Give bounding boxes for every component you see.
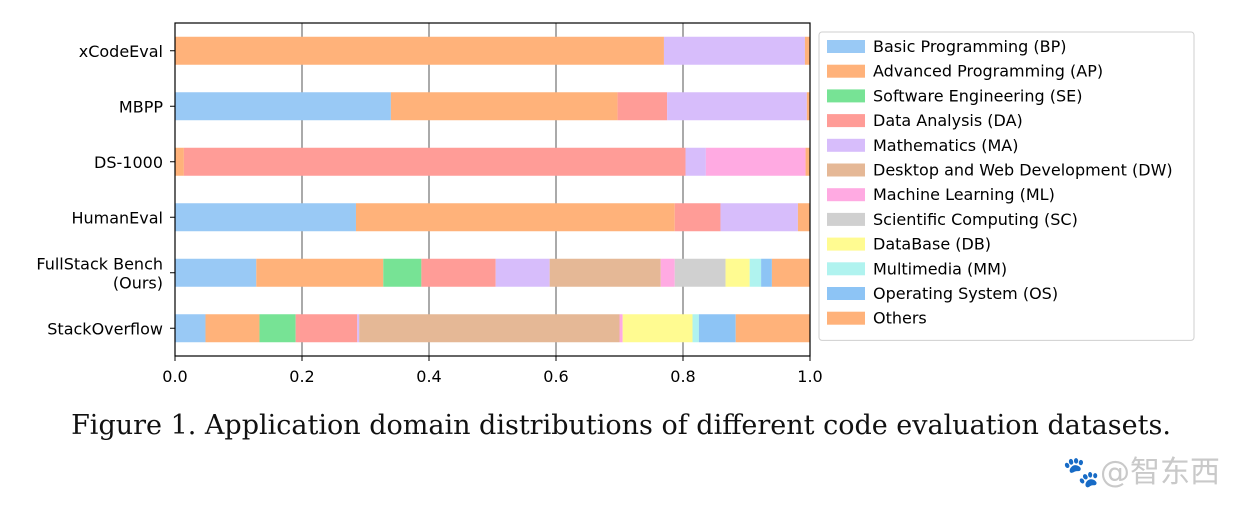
legend-label: Software Engineering (SE) [873,86,1082,105]
legend-swatch [827,311,865,325]
bar-segment [805,147,810,176]
legend-label: Advanced Programming (AP) [873,62,1103,81]
legend-swatch [827,114,865,128]
y-tick-label: MBPP [119,97,163,116]
bar-segment [667,92,807,121]
y-tick-label: StackOverflow [47,319,163,338]
legend-label: Machine Learning (ML) [873,185,1055,204]
bar-segment [175,314,206,343]
bar-segment [660,258,675,287]
y-tick-label: xCodeEval [79,42,163,61]
bar-segment [674,258,726,287]
legend-label: Multimedia (MM) [873,259,1007,278]
legend-swatch [827,40,865,53]
bar-segment [390,92,618,121]
y-tick-label: HumanEval [71,208,163,227]
legend-swatch [827,89,865,103]
x-tick-label: 1.0 [797,367,822,386]
x-tick-label: 0.8 [670,367,695,386]
legend-swatch [827,138,865,152]
bar-segment [549,258,661,287]
legend-swatch [827,64,865,78]
bar-segment [175,92,391,121]
bar-segment [357,314,360,343]
legend-label: Desktop and Web Development (DW) [873,161,1173,180]
y-tick-label: FullStack Bench (Ours) [36,254,163,292]
grid-lines [301,23,684,356]
bar-segment [797,203,810,232]
bar-segment [806,92,810,121]
x-tick-label: 0.4 [416,367,441,386]
bar-segment [183,147,686,176]
bar-segment [771,258,810,287]
bar-segment [692,314,699,343]
bars [175,36,810,343]
bar-segment [705,147,806,176]
bar-segment [725,258,750,287]
bar-segment [359,314,620,343]
legend-label: Mathematics (MA) [873,136,1018,155]
y-tick-label: DS-1000 [94,153,163,172]
bar-segment [735,314,810,343]
bar-segment [175,258,257,287]
stacked-bar-chart: xCodeEval MBPP DS-1000 HumanEval FullStack B… [36,22,1195,386]
legend-swatch [827,212,865,226]
bar-segment [749,258,762,287]
bar-segment [804,36,810,65]
x-tick-label: 0.2 [289,367,314,386]
legend: Basic Programming (BP) Advanced Programmi… [818,31,1195,341]
bar-segment [720,203,798,232]
x-tick-label: 0.6 [543,367,568,386]
y-axis: xCodeEval MBPP DS-1000 HumanEval FullStack B… [36,42,175,338]
bar-segment [175,36,664,65]
watermark-logo: 🐾@智东西 [1062,455,1220,490]
bar-segment [355,203,675,232]
bar-segment [175,203,356,232]
bar-segment [674,203,721,232]
bar-segment [256,258,384,287]
plot-area-frame [174,22,811,357]
legend-label: Scientific Computing (SC) [873,210,1078,229]
legend-label: Operating System (OS) [873,284,1058,303]
bar-segment [295,314,358,343]
legend-label: Others [873,309,927,328]
figure-caption: Figure 1. Application domain distributio… [71,410,1171,441]
x-tick-label: 0.0 [162,367,187,386]
bar-segment [175,147,184,176]
bar-segment [619,314,623,343]
legend-frame [818,31,1195,341]
bar-segment [259,314,296,343]
legend-swatch [827,163,865,177]
bar-segment [685,147,706,176]
bar-segment [761,258,772,287]
legend-swatch [827,237,865,251]
bar-segment [495,258,550,287]
bar-segment [383,258,422,287]
legend-label: DataBase (DB) [873,235,991,254]
bar-segment [617,92,668,121]
bar-segment [622,314,693,343]
legend-label: Data Analysis (DA) [873,111,1023,130]
bar-segment [205,314,260,343]
legend-swatch [827,262,865,276]
x-axis: 0.0 0.2 0.4 0.6 0.8 1.0 [162,356,823,386]
legend-label: Basic Programming (BP) [873,37,1066,56]
bar-segment [698,314,736,343]
bar-segment [421,258,496,287]
legend-swatch [827,188,865,202]
legend-swatch [827,287,865,300]
bar-segment [663,36,805,65]
